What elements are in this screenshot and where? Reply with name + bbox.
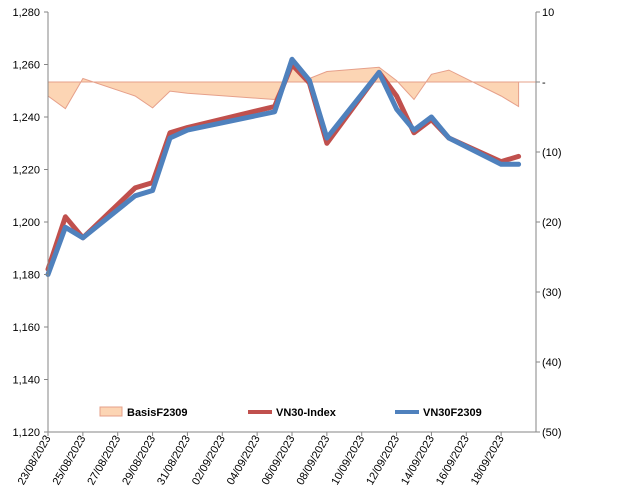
x-tick-label: 06/09/2023 <box>260 434 298 488</box>
legend-label-vn30-index: VN30-Index <box>276 407 337 419</box>
right-tick-label: (30) <box>542 287 562 299</box>
left-tick-label: 1,260 <box>12 60 40 72</box>
right-tick-label: (20) <box>542 217 562 229</box>
left-tick-label: 1,180 <box>12 270 40 282</box>
legend-swatch-basis <box>99 406 123 417</box>
x-tick-label: 27/08/2023 <box>85 434 123 488</box>
x-tick-label: 23/08/2023 <box>16 434 54 488</box>
x-tick-label: 16/09/2023 <box>434 434 472 488</box>
right-tick-label: (50) <box>542 427 562 439</box>
right-tick-label: (10) <box>542 147 562 159</box>
legend-label-basis: BasisF2309 <box>127 407 188 419</box>
series-line-vn30f2309 <box>45 56 522 277</box>
legend: BasisF2309 VN30-Index VN30F2309 <box>99 406 482 419</box>
right-tick-label: (40) <box>542 357 562 369</box>
x-tick-label: 08/09/2023 <box>295 434 333 488</box>
basis-area-layer <box>47 63 536 110</box>
x-axis-ticks: 23/08/202325/08/202327/08/202329/08/2023… <box>16 432 507 487</box>
x-tick-label: 25/08/2023 <box>51 434 89 488</box>
left-tick-label: 1,140 <box>12 375 40 387</box>
left-tick-label: 1,280 <box>12 7 40 19</box>
x-tick-label: 14/09/2023 <box>399 434 437 488</box>
x-tick-label: 10/09/2023 <box>329 434 367 488</box>
left-axis-ticks: 1,120 1,140 1,160 1,180 1,200 1,220 1,240 1,260… <box>12 7 48 439</box>
left-tick-label: 1,240 <box>12 112 40 124</box>
left-tick-label: 1,120 <box>12 427 40 439</box>
left-tick-label: 1,200 <box>12 217 40 229</box>
x-tick-label: 31/08/2023 <box>155 434 193 488</box>
line-series-layer <box>45 56 522 277</box>
x-tick-label: 18/09/2023 <box>469 433 507 487</box>
series-line-vn30-index <box>45 62 522 272</box>
x-tick-label: 12/09/2023 <box>364 434 402 488</box>
x-tick-label: 04/09/2023 <box>225 434 263 488</box>
right-tick-label: - <box>542 77 546 89</box>
x-tick-label: 29/08/2023 <box>120 434 158 488</box>
right-axis-ticks: (50) (40) (30) (20) (10) - 10 <box>536 7 562 439</box>
legend-label-vn30f2309: VN30F2309 <box>423 407 482 419</box>
x-tick-label: 02/09/2023 <box>190 434 228 488</box>
left-tick-label: 1,160 <box>12 322 40 334</box>
left-tick-label: 1,220 <box>12 165 40 177</box>
right-tick-label: 10 <box>542 7 554 19</box>
